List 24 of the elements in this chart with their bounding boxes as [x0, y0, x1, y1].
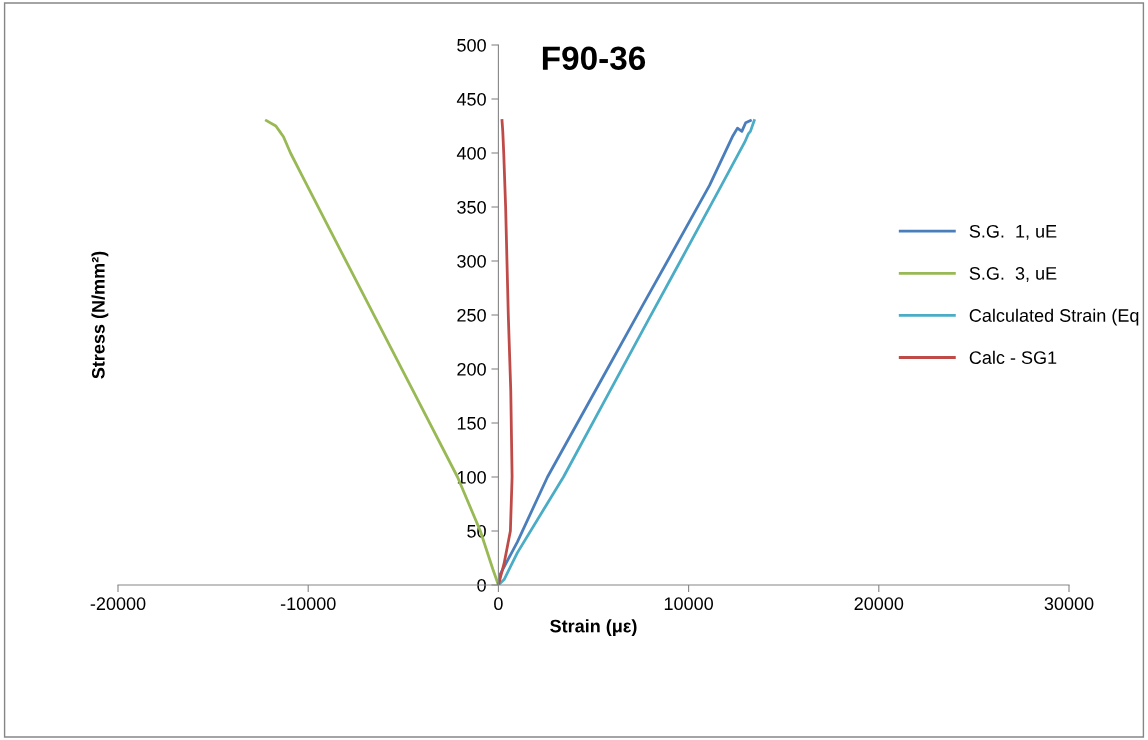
y-tick-label: 450	[456, 92, 486, 106]
x-tick-label: 20000	[854, 597, 904, 611]
y-tick-label: 100	[457, 470, 486, 484]
legend-label: Calculated Strain (Eq	[969, 308, 1139, 326]
y-tick-label: 300	[457, 254, 486, 268]
y-tick-label: 500	[457, 38, 486, 52]
x-tick-label: -20000	[90, 597, 146, 611]
y-axis-title: Stress (N/mm²)	[91, 251, 109, 379]
x-tick-label: 0	[494, 597, 503, 611]
legend-label: S.G. 1, uE	[969, 224, 1057, 240]
legend-label: S.G. 3, uE	[969, 267, 1057, 282]
line-series	[497, 119, 514, 585]
x-tick-label: 30000	[1044, 597, 1094, 611]
y-tick-label: 250	[457, 308, 486, 322]
x-tick-label: -10000	[280, 597, 336, 611]
y-tick-label: 350	[457, 200, 486, 214]
y-tick-label: 400	[456, 146, 486, 160]
x-tick-label: 10000	[664, 597, 713, 611]
y-tick-label: 200	[457, 362, 486, 376]
x-axis-title: Strain (με)	[550, 619, 637, 637]
legend-label: Calc - SG1	[969, 350, 1057, 365]
y-tick-label: 0	[477, 578, 486, 592]
y-tick-label: 150	[457, 416, 486, 430]
chart-title: F90-36	[542, 46, 646, 71]
